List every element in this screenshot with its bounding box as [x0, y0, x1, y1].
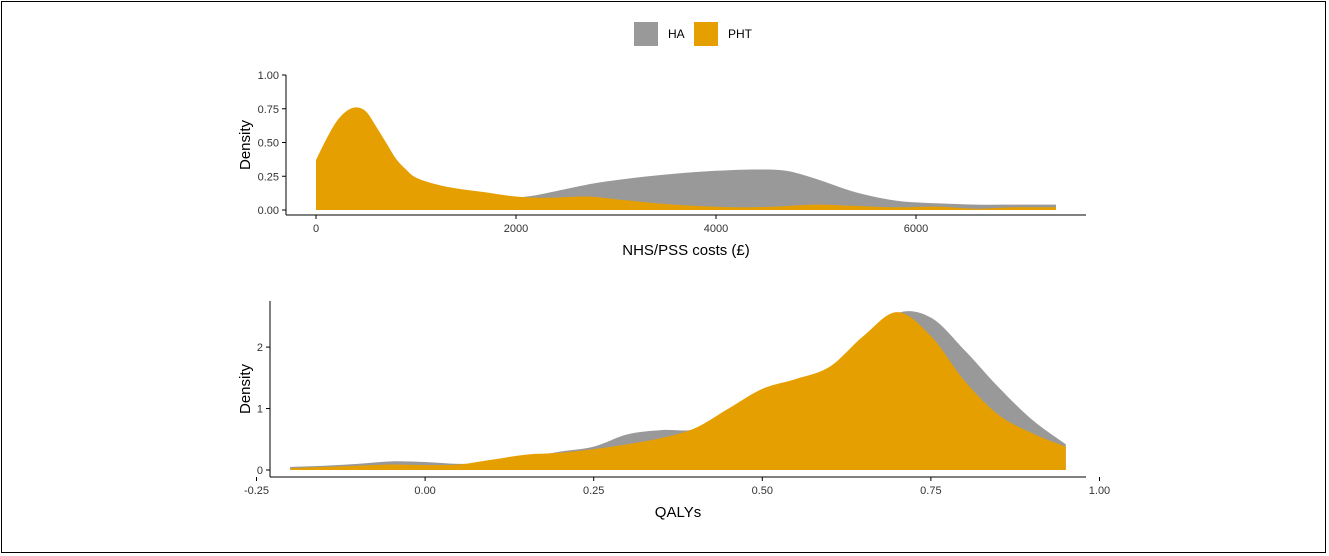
qalys-density-area-pht [290, 312, 1066, 470]
costs-x-tick-label: 0 [313, 223, 319, 235]
legend-label-ha: HA [668, 27, 685, 41]
costs-y-tick-label: 0.75 [258, 104, 279, 116]
qalys-x-tick-label: 0.75 [920, 485, 941, 497]
costs-y-tick-label: 1.00 [258, 70, 279, 82]
costs-x-tick-label: 6000 [904, 223, 928, 235]
qalys-x-tick-label: 1.00 [1089, 485, 1110, 497]
qalys-y-tick-label: 1 [257, 404, 263, 416]
qalys-x-tick-label: 0.25 [583, 485, 604, 497]
qalys-x-axis-title: QALYs [655, 504, 701, 521]
legend: HA PHT [634, 22, 753, 46]
costs-y-tick-label: 0.50 [258, 138, 279, 150]
costs-y-tick-label: 0.25 [258, 171, 279, 183]
qalys-density-panel: -0.25 0.00 0.25 0.50 0.75 1.00 0 1 2 QALYs Dens… [237, 301, 1110, 521]
legend-label-pht: PHT [728, 27, 753, 41]
qalys-x-tick-label: 0.50 [752, 485, 773, 497]
qalys-x-tick-label: -0.25 [244, 485, 269, 497]
qalys-y-tick-label: 0 [257, 465, 263, 477]
costs-density-area-ha [316, 169, 1056, 210]
costs-x-tick-label: 4000 [704, 223, 728, 235]
qalys-x-tick-label: 0.00 [414, 485, 435, 497]
legend-swatch-pht [694, 22, 718, 46]
costs-y-axis-title: Density [237, 119, 254, 170]
costs-y-tick-label: 0.00 [258, 205, 279, 217]
legend-swatch-ha [634, 22, 658, 46]
costs-x-tick-label: 2000 [504, 223, 528, 235]
qalys-y-axis-title: Density [237, 363, 254, 414]
costs-density-panel: 0 2000 4000 6000 0.00 0.25 0.50 0.75 1.00 NHS/P… [237, 70, 1086, 259]
costs-x-axis-title: NHS/PSS costs (£) [622, 242, 750, 259]
costs-density-area-pht [316, 107, 1056, 210]
qalys-y-tick-label: 2 [257, 342, 263, 354]
